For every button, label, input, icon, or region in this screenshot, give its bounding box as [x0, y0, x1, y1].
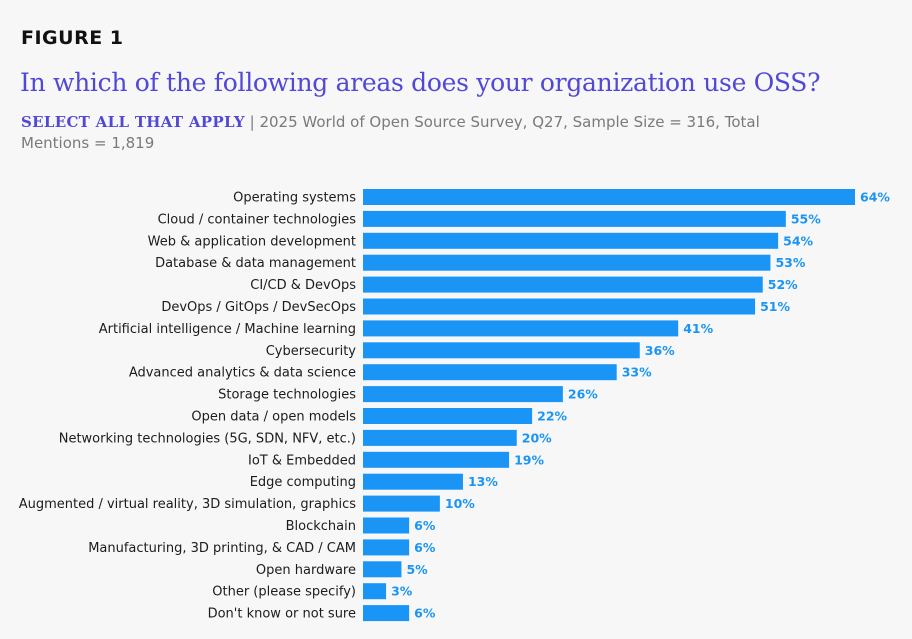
- bar: [363, 189, 855, 205]
- value-label: 13%: [468, 474, 498, 489]
- bar: [363, 320, 679, 337]
- value-label: 20%: [522, 430, 552, 445]
- bar: [363, 539, 410, 556]
- chart-title: In which of the following areas does you…: [20, 68, 821, 97]
- bar-row: Blockchain 6%: [286, 517, 436, 534]
- value-label: 22%: [537, 409, 567, 424]
- category-label: Manufacturing, 3D printing, & CAD / CAM: [88, 541, 356, 556]
- bar: [363, 298, 756, 315]
- value-label: 53%: [775, 255, 805, 270]
- bar: [363, 254, 771, 271]
- category-label: Networking technologies (5G, SDN, NFV, e…: [59, 431, 356, 446]
- value-label: 54%: [783, 233, 813, 248]
- category-label: Artificial intelligence / Machine learni…: [99, 322, 356, 337]
- bar-row: DevOps / GitOps / DevSecOps 51%: [161, 298, 790, 315]
- value-label: 52%: [768, 277, 798, 292]
- value-label: 6%: [414, 540, 436, 555]
- bar: [363, 364, 617, 381]
- category-label: Cybersecurity: [266, 344, 357, 359]
- bar-row: Other (please specify) 3%: [212, 583, 413, 600]
- category-label: Augmented / virtual reality, 3D simulati…: [19, 497, 357, 512]
- bar: [363, 561, 402, 578]
- value-label: 6%: [414, 606, 436, 621]
- bar: [363, 583, 387, 600]
- value-label: 64%: [860, 190, 890, 205]
- category-label: CI/CD & DevOps: [250, 278, 356, 293]
- subtitle-emphasis: SELECT ALL THAT APPLY: [21, 113, 245, 131]
- category-label: Operating systems: [233, 191, 356, 206]
- category-label: IoT & Embedded: [248, 453, 356, 468]
- bar-row: Don't know or not sure 6%: [208, 605, 436, 622]
- subtitle-text: | 2025 World of Open Source Survey, Q27,…: [21, 113, 760, 152]
- bar-row: Artificial intelligence / Machine learni…: [99, 320, 714, 337]
- bar-row: Networking technologies (5G, SDN, NFV, e…: [59, 429, 552, 446]
- bar: [363, 276, 763, 293]
- category-label: Other (please specify): [212, 585, 356, 600]
- bar: [363, 232, 779, 249]
- figure-label: FIGURE 1: [21, 27, 124, 49]
- bar-row: Manufacturing, 3D printing, & CAD / CAM 6…: [88, 539, 436, 556]
- value-label: 51%: [760, 299, 790, 314]
- bar-row: Open data / open models 22%: [191, 408, 568, 425]
- bar: [363, 342, 640, 359]
- bar-row: Open hardware 5%: [256, 561, 428, 578]
- value-label: 10%: [445, 496, 475, 511]
- value-label: 41%: [683, 321, 713, 336]
- category-label: Don't know or not sure: [208, 607, 356, 622]
- bar: [363, 473, 463, 490]
- bar-row: IoT & Embedded 19%: [248, 451, 544, 468]
- category-label: Storage technologies: [218, 388, 356, 403]
- bar-row: Advanced analytics & data science 33%: [129, 364, 652, 381]
- category-label: Advanced analytics & data science: [129, 366, 356, 381]
- bar-row: Cybersecurity 36%: [266, 342, 675, 359]
- bar-row: Augmented / virtual reality, 3D simulati…: [19, 495, 475, 512]
- chart-subtitle: SELECT ALL THAT APPLY | 2025 World of Op…: [21, 112, 781, 154]
- bar: [363, 408, 533, 424]
- value-label: 36%: [645, 343, 675, 358]
- bar: [363, 429, 517, 446]
- bar-row: Edge computing 13%: [250, 473, 498, 490]
- value-label: 19%: [514, 452, 544, 467]
- category-label: Web & application development: [148, 234, 356, 249]
- bar: [363, 495, 440, 512]
- category-label: Open hardware: [256, 563, 356, 578]
- bar: [363, 451, 510, 468]
- value-label: 5%: [406, 562, 428, 577]
- bar-row: Operating systems 64%: [233, 189, 890, 206]
- value-label: 55%: [791, 211, 821, 226]
- category-label: Cloud / container technologies: [158, 212, 357, 227]
- value-label: 6%: [414, 518, 436, 533]
- bar: [363, 386, 563, 403]
- category-label: Edge computing: [250, 475, 356, 490]
- category-label: DevOps / GitOps / DevSecOps: [161, 300, 356, 315]
- bar-row: CI/CD & DevOps 52%: [250, 276, 798, 293]
- bar-row: Cloud / container technologies 55%: [158, 210, 821, 227]
- bar: [363, 517, 410, 534]
- value-label: 33%: [622, 365, 652, 380]
- category-label: Open data / open models: [191, 410, 356, 425]
- bar-row: Storage technologies 26%: [218, 386, 598, 403]
- bar: [363, 605, 410, 622]
- category-label: Blockchain: [286, 519, 356, 534]
- bar-row: Web & application development 54%: [148, 232, 814, 249]
- category-label: Database & data management: [155, 256, 356, 271]
- bar-row: Database & data management 53%: [155, 254, 806, 271]
- bar: [363, 210, 786, 227]
- value-label: 26%: [568, 387, 598, 402]
- value-label: 3%: [391, 584, 413, 599]
